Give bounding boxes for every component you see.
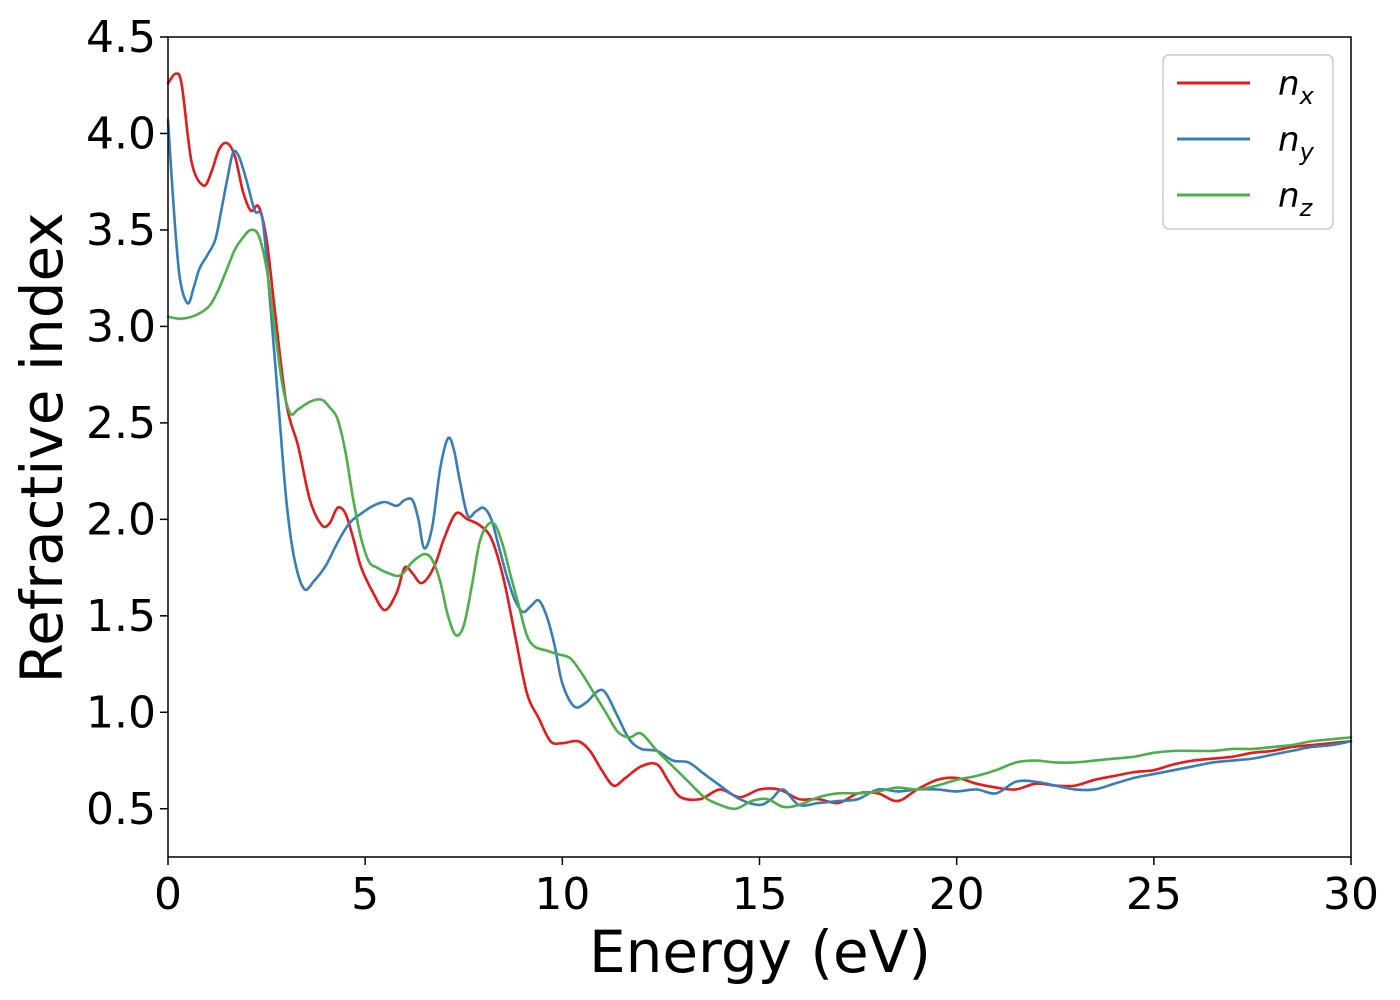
x-tick-label: 25 bbox=[1126, 869, 1182, 920]
y-tick-label: 1.5 bbox=[86, 591, 156, 642]
x-tick-label: 10 bbox=[534, 869, 590, 920]
tick-layer: 0 5 10 15 20 25 30 0.5 1.0 1.5 2.0 2.5 3.0 3.5 4.0 4.5 bbox=[86, 12, 1379, 920]
legend-label-ny: ny bbox=[1278, 120, 1315, 166]
y-tick-label: 3.0 bbox=[86, 301, 156, 352]
y-tick-label: 4.5 bbox=[86, 12, 156, 63]
legend-frame bbox=[1162, 54, 1334, 230]
x-tick-label: 5 bbox=[351, 869, 379, 920]
y-tick-label: 4.0 bbox=[86, 108, 156, 159]
x-axis-label: Energy (eV) bbox=[589, 918, 931, 986]
x-tick-label: 0 bbox=[154, 869, 182, 920]
legend: nx ny nz bbox=[1162, 54, 1334, 230]
x-tick-label: 15 bbox=[732, 869, 788, 920]
y-tick-label: 3.5 bbox=[86, 205, 156, 256]
series-line-nz bbox=[166, 228, 1353, 811]
y-tick-label: 1.0 bbox=[86, 687, 156, 738]
legend-label-nz: nz bbox=[1278, 176, 1314, 222]
y-tick-label: 2.5 bbox=[86, 398, 156, 449]
series-line-ny bbox=[166, 118, 1353, 807]
y-tick-label: 2.0 bbox=[86, 494, 156, 545]
y-tick-label: 0.5 bbox=[86, 784, 156, 835]
plot-frame bbox=[167, 36, 1352, 858]
y-axis-label: Refractive index bbox=[8, 212, 76, 683]
series-layer bbox=[166, 72, 1353, 811]
legend-label-nx: nx bbox=[1278, 64, 1315, 110]
x-tick-label: 30 bbox=[1323, 869, 1379, 920]
x-tick-label: 20 bbox=[929, 869, 985, 920]
